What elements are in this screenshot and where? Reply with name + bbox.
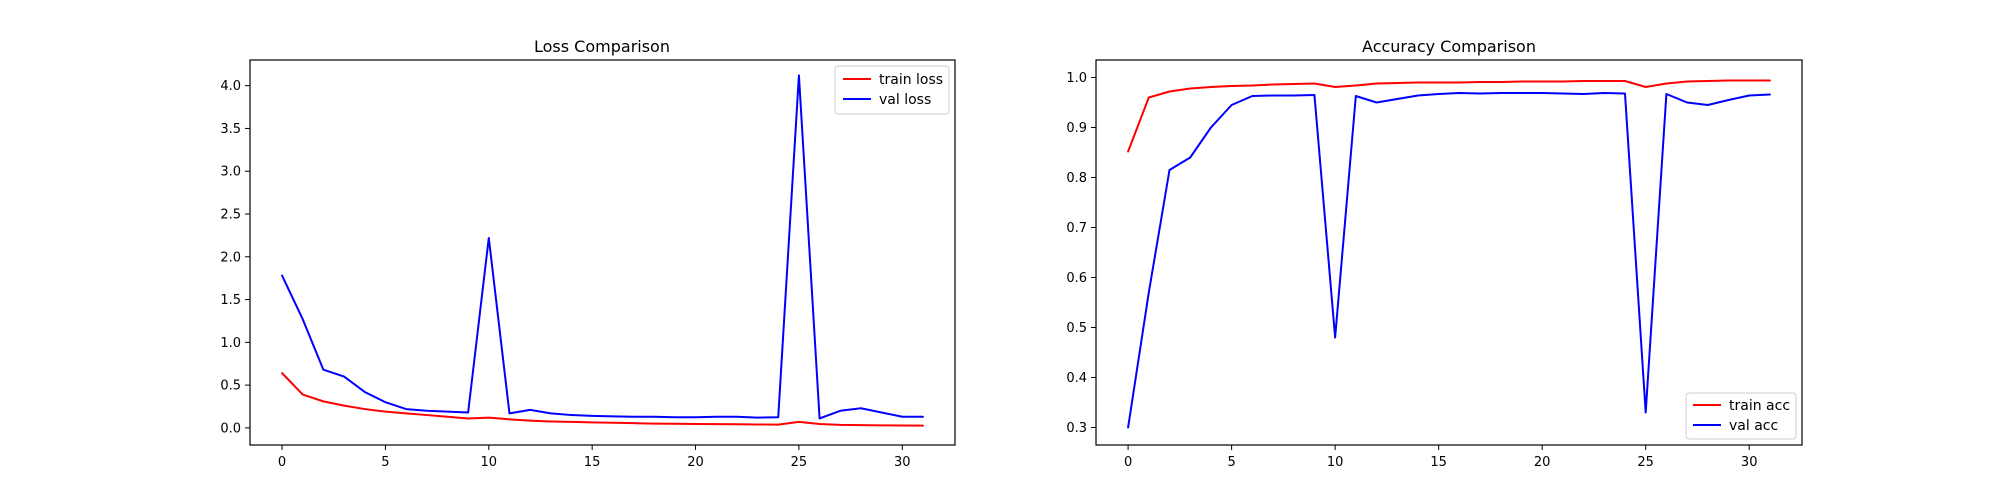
accuracy-chart-x-tick-label: 30 (1741, 455, 1758, 470)
loss-chart-title: Loss Comparison (534, 37, 670, 56)
loss-chart-legend: train loss val loss (834, 65, 950, 115)
accuracy-chart-x-axis: 0 5 10 15 20 25 30 (1124, 445, 1758, 470)
loss-chart-series-line-train-loss (281, 372, 924, 427)
accuracy-chart-legend-label-train-acc: train acc (1729, 398, 1790, 414)
accuracy-chart-y-tick-label: 0.6 (1066, 271, 1087, 286)
loss-chart-x-tick-label: 5 (381, 455, 389, 470)
loss-chart-x-tick-label: 0 (278, 455, 286, 470)
loss-chart-series-line-val-loss (281, 74, 924, 420)
accuracy-chart-series-line-train-acc (1127, 79, 1771, 153)
accuracy-chart-x-tick-label: 0 (1124, 455, 1132, 470)
loss-chart-y-tick-label: 1.0 (220, 336, 241, 351)
accuracy-chart-x-tick-label: 25 (1637, 455, 1654, 470)
loss-chart-x-tick-label: 25 (791, 455, 808, 470)
accuracy-chart-x-tick-label: 15 (1430, 455, 1447, 470)
loss-chart-legend-label-train-loss: train loss (879, 72, 943, 88)
accuracy-chart-y-tick-label: 0.7 (1066, 221, 1087, 236)
loss-chart-x-tick-label: 10 (481, 455, 498, 470)
loss-chart-y-tick-label: 0.0 (220, 421, 241, 436)
accuracy-chart-axes-frame (1095, 59, 1803, 446)
loss-chart-y-tick-label: 1.5 (220, 293, 241, 308)
loss-chart-legend-label-val-loss: val loss (879, 92, 931, 108)
loss-chart-x-tick-label: 30 (894, 455, 911, 470)
accuracy-chart-legend: train acc val acc (1685, 392, 1797, 440)
accuracy-chart-panel: Accuracy Comparison 0 5 10 15 20 25 30 0.30.40… (1066, 37, 1803, 470)
accuracy-chart-y-tick-label: 1.0 (1066, 71, 1087, 86)
loss-chart-y-tick-label: 3.0 (220, 165, 241, 180)
loss-chart-x-tick-label: 15 (584, 455, 601, 470)
accuracy-chart-series-group (1127, 79, 1771, 429)
loss-chart-panel: Loss Comparison 0 5 10 15 20 25 30 0.0 0.5 1.0 1.… (220, 37, 956, 470)
loss-chart-y-tick-label: 0.5 (220, 379, 241, 394)
accuracy-chart-legend-label-val-acc: val acc (1729, 418, 1778, 434)
accuracy-chart-title: Accuracy Comparison (1362, 37, 1536, 56)
loss-chart-series-group (281, 74, 924, 427)
accuracy-chart-y-tick-label: 0.4 (1066, 371, 1087, 386)
accuracy-chart-x-tick-label: 10 (1327, 455, 1344, 470)
accuracy-chart-series-line-val-acc (1127, 92, 1771, 429)
loss-chart-axes-frame (249, 59, 956, 446)
accuracy-chart-y-tick-label: 0.3 (1066, 421, 1087, 436)
loss-chart-y-tick-label: 2.0 (220, 250, 241, 265)
loss-chart-y-axis: 0.0 0.5 1.0 1.5 2.0 2.5 3.0 3.5 4.0 (220, 79, 250, 436)
loss-chart-y-tick-label: 2.5 (220, 208, 241, 223)
accuracy-chart-y-tick-label: 0.5 (1066, 321, 1087, 336)
accuracy-chart-x-tick-label: 20 (1534, 455, 1551, 470)
loss-chart-y-tick-label: 3.5 (220, 122, 241, 137)
loss-chart-x-axis: 0 5 10 15 20 25 30 (278, 445, 911, 470)
loss-chart-y-tick-label: 4.0 (220, 79, 241, 94)
accuracy-chart-y-tick-label: 0.8 (1066, 171, 1087, 186)
accuracy-chart-x-tick-label: 5 (1227, 455, 1235, 470)
loss-chart-x-tick-label: 20 (687, 455, 704, 470)
accuracy-chart-y-axis: 0.3 0.4 0.5 0.6 0.7 0.8 0.9 1.0 (1066, 71, 1096, 436)
accuracy-chart-y-tick-label: 0.9 (1066, 121, 1087, 136)
